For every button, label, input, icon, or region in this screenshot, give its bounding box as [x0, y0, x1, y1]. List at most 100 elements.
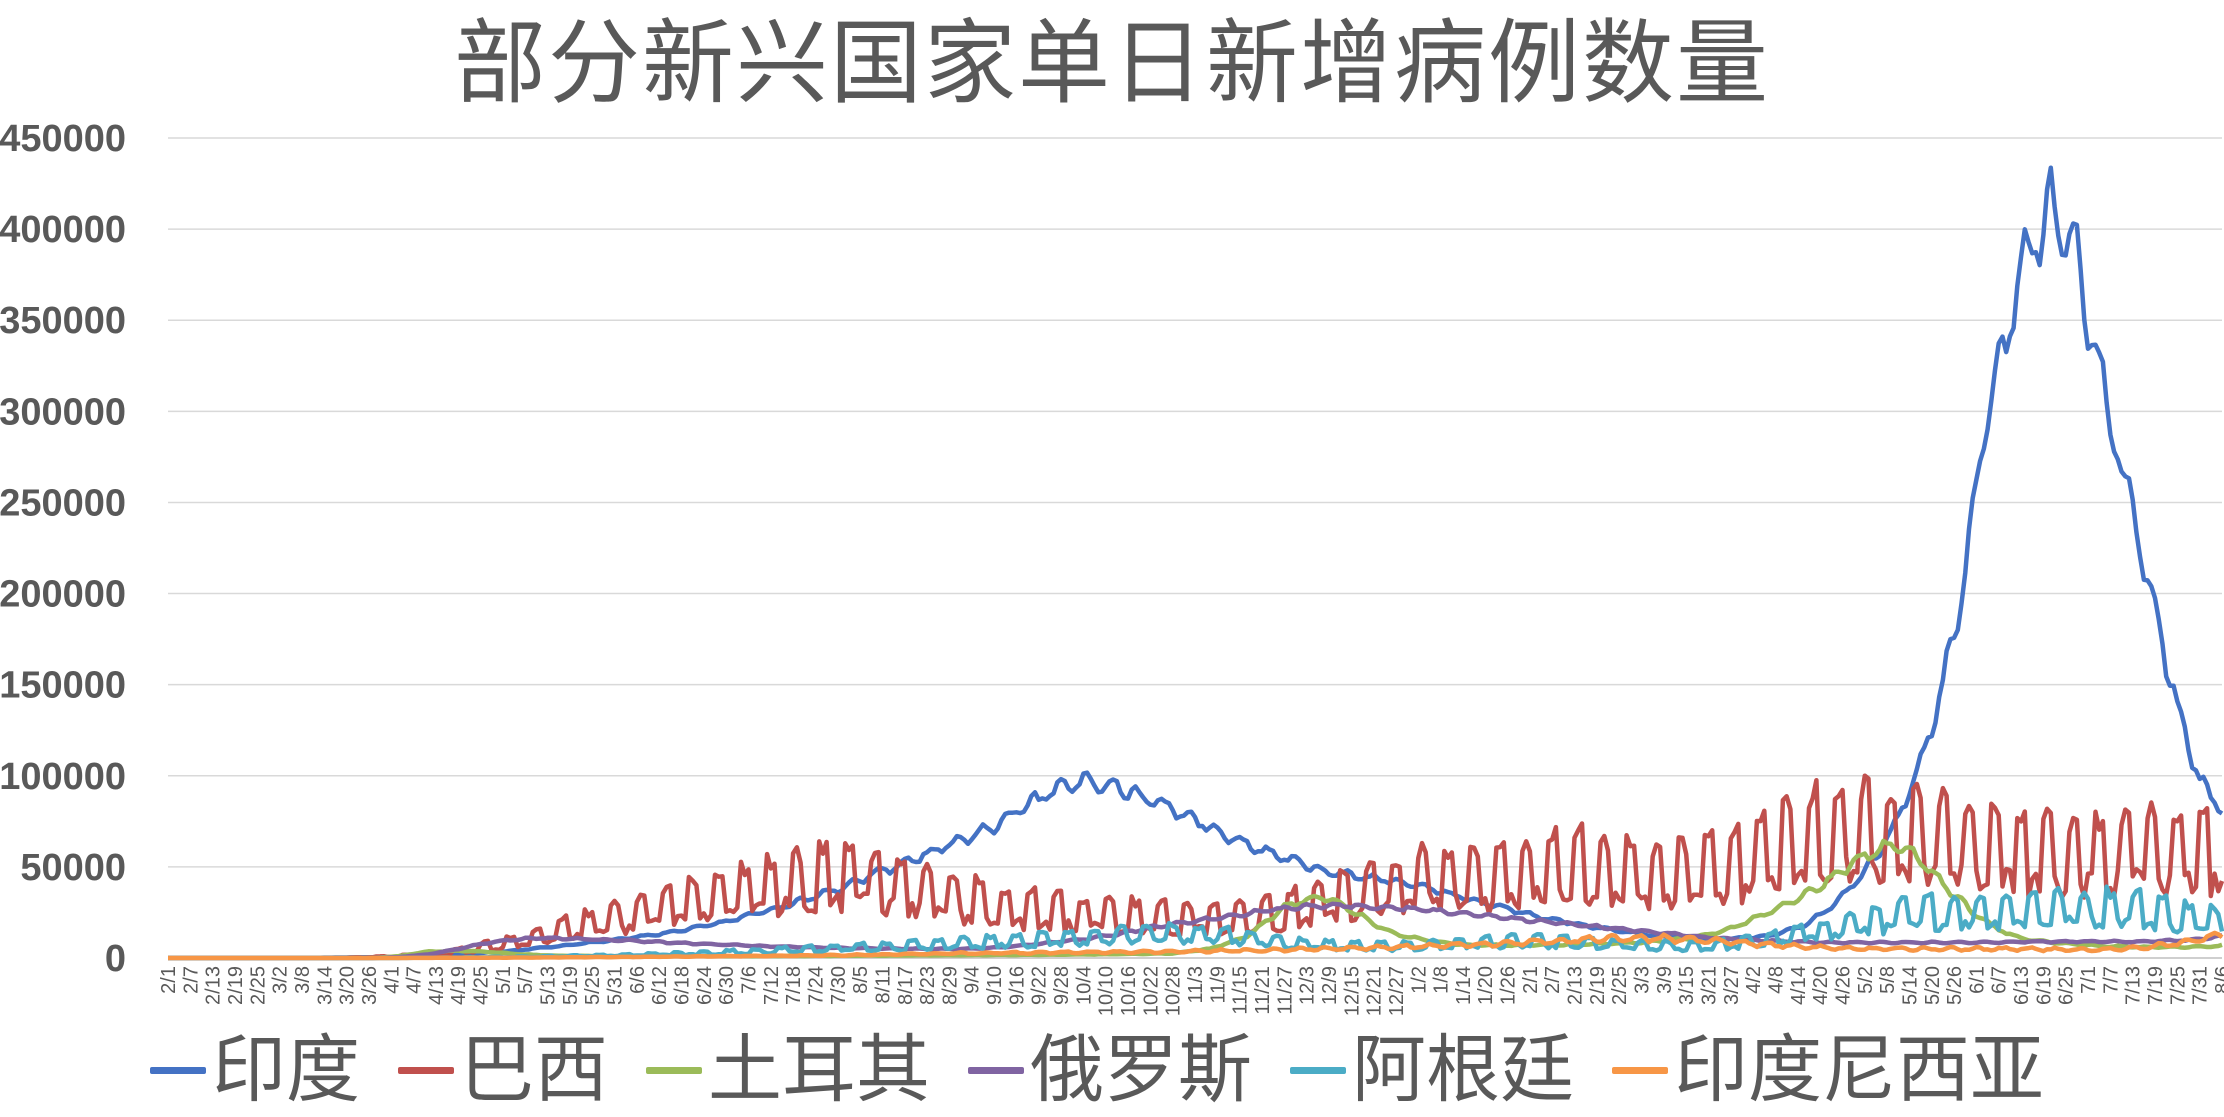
legend-item: 土耳其 [646, 1033, 930, 1107]
x-tick-label: 11/21 [1252, 966, 1274, 1015]
x-tick-label: 4/7 [404, 966, 426, 994]
x-tick-label: 2/25 [1609, 966, 1631, 1005]
x-tick-label: 1/20 [1475, 966, 1497, 1005]
legend-item: 阿根廷 [1290, 1033, 1574, 1107]
chart-title: 部分新兴国家单日新增病例数量 [453, 10, 1770, 117]
legend-swatch [1290, 1066, 1346, 1074]
x-tick-label: 7/25 [2167, 966, 2189, 1005]
y-tick-label: 100000 [0, 756, 126, 798]
x-tick-label: 3/20 [337, 966, 359, 1005]
legend: 印度 巴西 土耳其 俄罗斯 阿根廷 印度尼西亚 [150, 1030, 2224, 1110]
x-tick-label: 7/6 [739, 966, 761, 994]
x-tick-label: 10/10 [1096, 966, 1118, 1016]
x-tick-label: 3/8 [292, 966, 314, 994]
x-tick-label: 4/26 [1833, 966, 1855, 1005]
x-tick-label: 11/9 [1207, 966, 1229, 1003]
legend-label: 阿根廷 [1352, 1027, 1574, 1113]
x-tick-label: 7/7 [2100, 966, 2122, 994]
x-tick-label: 6/25 [2056, 966, 2078, 1005]
x-tick-label: 4/25 [471, 966, 493, 1005]
x-tick-label: 3/15 [1676, 966, 1698, 1005]
x-tick-label: 5/25 [582, 966, 604, 1005]
x-tick-label: 5/31 [605, 966, 627, 1005]
y-tick-label: 0 [105, 938, 126, 980]
x-tick-label: 7/18 [783, 966, 805, 1005]
x-tick-label: 9/16 [1006, 966, 1028, 1005]
legend-swatch [646, 1066, 702, 1074]
x-tick-label: 5/20 [1922, 966, 1944, 1005]
x-tick-label: 4/2 [1743, 966, 1765, 994]
legend-label: 巴西 [460, 1027, 608, 1113]
x-tick-label: 4/1 [381, 966, 403, 994]
x-tick-label: 12/9 [1319, 966, 1341, 1005]
x-tick-label: 2/19 [1587, 966, 1609, 1005]
y-tick-label: 200000 [0, 574, 126, 616]
x-tick-label: 4/8 [1766, 966, 1788, 994]
x-tick-label: 11/27 [1274, 966, 1296, 1015]
legend-item: 印度尼西亚 [1612, 1033, 2044, 1107]
x-tick-label: 12/15 [1341, 966, 1363, 1016]
x-tick-label: 12/3 [1297, 966, 1319, 1005]
x-tick-label: 3/14 [314, 966, 336, 1005]
x-tick-label: 5/14 [1899, 966, 1921, 1005]
x-tick-label: 2/7 [1542, 966, 1564, 994]
x-axis-ticks: 2/1 2/7 2/13 2/19 2/25 3/2 3/8 3/14 3/20 3/26 4/1 4… [158, 966, 2224, 1016]
legend-item: 巴西 [398, 1033, 608, 1107]
x-tick-label: 5/2 [1855, 966, 1877, 994]
x-tick-label: 6/19 [2033, 966, 2055, 1005]
x-tick-label: 3/21 [1699, 966, 1721, 1005]
x-tick-label: 3/9 [1654, 966, 1676, 994]
y-tick-label: 400000 [0, 209, 126, 251]
x-tick-label: 8/5 [850, 966, 872, 994]
y-tick-label: 150000 [0, 665, 126, 707]
x-tick-label: 10/22 [1140, 966, 1162, 1016]
x-tick-label: 6/7 [1989, 966, 2011, 994]
x-tick-label: 8/17 [895, 966, 917, 1005]
x-tick-label: 4/20 [1810, 966, 1832, 1005]
x-tick-label: 12/27 [1386, 966, 1408, 1016]
x-tick-label: 12/21 [1364, 966, 1386, 1016]
x-tick-label: 2/13 [203, 966, 225, 1005]
x-tick-label: 2/1 [1520, 966, 1542, 994]
x-tick-label: 9/28 [1051, 966, 1073, 1005]
x-tick-label: 1/8 [1431, 966, 1453, 994]
x-tick-label: 11/3 [1185, 966, 1207, 1003]
x-tick-label: 6/24 [694, 966, 716, 1005]
x-tick-label: 1/14 [1453, 966, 1475, 1005]
series-lines [168, 165, 2224, 961]
x-tick-label: 2/19 [225, 966, 247, 1005]
y-tick-label: 250000 [0, 482, 126, 524]
x-tick-label: 6/18 [672, 966, 694, 1005]
x-tick-label: 7/19 [2145, 966, 2167, 1005]
legend-item: 印度 [150, 1033, 360, 1107]
x-tick-label: 8/29 [939, 966, 961, 1005]
legend-label: 印度 [212, 1027, 360, 1113]
x-tick-label: 7/24 [806, 966, 828, 1005]
x-tick-label: 5/13 [538, 966, 560, 1005]
x-tick-label: 7/13 [2123, 966, 2145, 1005]
y-tick-label: 50000 [20, 847, 126, 889]
legend-item: 俄罗斯 [968, 1033, 1252, 1107]
legend-label: 土耳其 [708, 1027, 930, 1113]
x-tick-label: 9/22 [1029, 966, 1051, 1005]
legend-swatch [150, 1066, 206, 1074]
legend-swatch [968, 1066, 1024, 1074]
x-tick-label: 6/1 [1966, 966, 1988, 994]
y-axis-ticks: 0 50000 100000 150000 200000 250000 300000 3500… [0, 118, 126, 980]
x-tick-label: 2/25 [247, 966, 269, 1005]
legend-label: 俄罗斯 [1030, 1027, 1252, 1113]
y-tick-label: 300000 [0, 391, 126, 433]
legend-swatch [398, 1066, 454, 1074]
x-tick-label: 9/4 [962, 966, 984, 994]
x-tick-label: 2/1 [158, 966, 180, 994]
x-tick-label: 8/6 [2212, 966, 2224, 994]
x-tick-label: 10/16 [1118, 966, 1140, 1016]
legend-label: 印度尼西亚 [1674, 1027, 2044, 1113]
series-line-3 [168, 901, 2223, 961]
x-tick-label: 2/7 [180, 966, 202, 994]
x-tick-label: 4/14 [1788, 966, 1810, 1005]
x-tick-label: 1/2 [1408, 966, 1430, 994]
x-tick-label: 7/12 [761, 966, 783, 1005]
x-tick-label: 5/19 [560, 966, 582, 1005]
